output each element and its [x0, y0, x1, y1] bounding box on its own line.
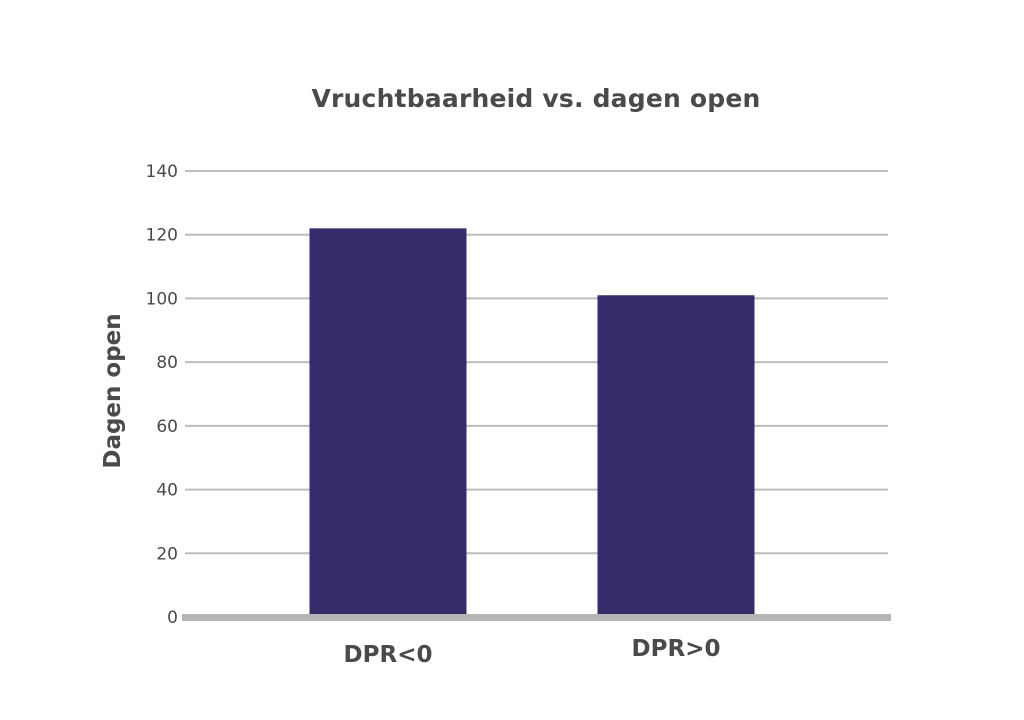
y-tick-label: 20	[156, 544, 178, 564]
y-tick-label: 80	[156, 353, 178, 373]
y-tick-label: 100	[146, 289, 178, 309]
y-tick-label: 140	[146, 162, 178, 182]
y-tick-label: 60	[156, 417, 178, 437]
bar	[597, 295, 755, 617]
chart-title: Vruchtbaarheid vs. dagen open	[311, 84, 761, 113]
x-tick-label: DPR<0	[344, 642, 433, 668]
y-tick-label: 40	[156, 481, 178, 501]
y-tick-label: 0	[167, 608, 178, 628]
y-tick-label: 120	[146, 226, 178, 246]
x-axis-baseline	[182, 614, 891, 621]
y-axis-label: Dagen open	[100, 313, 126, 468]
bar	[309, 228, 467, 618]
x-tick-label: DPR>0	[632, 636, 721, 662]
